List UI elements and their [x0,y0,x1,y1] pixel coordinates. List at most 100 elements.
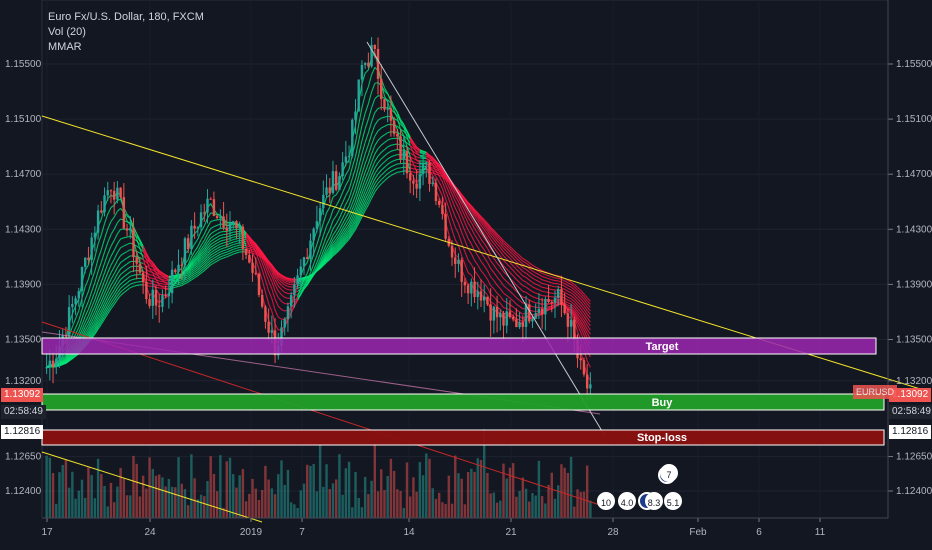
ribbon-segment [255,247,260,251]
ribbon-segment [261,279,266,293]
ribbon-segment [390,149,395,152]
ribbon-segment [110,297,115,303]
event-icon-2[interactable]: 4.0 [618,492,636,510]
volume-bar [193,478,196,518]
x-tick-label: Feb [689,527,707,538]
ribbon-segment [570,310,575,316]
volume-bar [589,500,592,518]
candle-body [547,299,550,302]
ribbon-segment [126,261,131,265]
event-icon-7[interactable]: 7 [660,464,678,482]
ribbon-segment [220,257,224,260]
stop-loss-zone[interactable] [41,429,885,446]
ribbon-segment [509,304,514,308]
ribbon-segment [152,272,157,275]
ribbon-segment [210,252,215,256]
ribbon-segment [493,231,498,237]
ribbon-segment [345,235,350,240]
ribbon-segment [261,254,266,259]
candle-body [80,266,84,292]
ribbon-segment [342,185,347,193]
ribbon-segment [480,233,485,239]
ribbon-segment [332,234,337,240]
ribbon-segment [277,276,282,281]
ribbon-segment [483,221,488,227]
volume-bar [299,490,303,518]
ribbon-segment [480,220,485,225]
ribbon-segment [429,154,434,158]
ribbon-segment [81,321,86,330]
ribbon-segment [541,270,546,273]
ribbon-segment [464,264,469,273]
event-icon-4[interactable]: 8.3 [645,492,663,510]
ribbon-segment [203,245,208,251]
ribbon-segment [377,136,382,141]
ribbon-segment [387,166,392,170]
ribbon-segment [558,286,562,289]
candle-body [531,318,534,322]
event-icon-1[interactable]: 10 [597,492,615,510]
ribbon-segment [467,238,472,245]
candle-body [193,225,196,229]
ribbon-segment [586,324,591,331]
ribbon-segment [71,305,77,315]
ribbon-segment [194,254,199,259]
ribbon-segment [384,163,389,168]
symbol-title[interactable]: Euro Fx/U.S. Dollar, 180, FXCM [48,11,204,23]
price-axis[interactable]: 1.155001.155001.151001.151001.147001.147… [5,0,932,518]
ribbon-segment [107,256,112,265]
volume-bar [550,472,553,518]
ribbon-segment [335,245,340,250]
ribbon-segment [91,310,96,319]
target-zone[interactable] [41,337,877,355]
ribbon-segment [361,185,366,195]
ribbon-segment [175,275,179,278]
volume-bar [190,454,193,518]
ribbon-segment [210,219,215,223]
ribbon-segment [271,272,276,281]
chart-legend: Euro Fx/U.S. Dollar, 180, FXCM Vol (20) … [48,10,204,55]
ribbon-segment [519,260,524,265]
ribbon-segment [191,271,195,275]
ribbon-segment [486,225,492,231]
ribbon-segment [509,251,514,256]
time-axis[interactable]: 17 24 2019 7 14 21 28 Feb 6 11 [41,517,888,538]
ribbon-segment [213,250,218,254]
volume-indicator-label[interactable]: Vol (20) [48,26,86,38]
candle-body [495,306,499,318]
ribbon-segment [94,258,99,272]
ribbon-segment [345,237,350,242]
ribbon-segment [558,283,562,286]
volume-bar [399,490,402,518]
ribbon-segment [245,233,250,238]
ribbon-segment [438,168,443,172]
ribbon-segment [573,303,578,309]
ribbon-segment [438,181,443,189]
ribbon-segment [113,233,118,241]
ribbon-segment [277,272,282,276]
ribbon-segment [277,290,282,296]
ribbon-segment [499,260,504,267]
ribbon-segment [499,288,504,294]
ribbon-segment [335,243,340,249]
ribbon-segment [184,268,189,272]
event-icon-5[interactable]: 5.1 [664,492,682,510]
ribbon-segment [361,179,366,189]
candle-body [119,187,122,198]
ribbon-segment [451,207,456,217]
ribbon-segment [226,242,231,246]
candle-body [90,237,93,260]
ribbon-segment [110,216,115,222]
ribbon-segment [123,244,128,247]
candle-body [251,262,254,273]
volume-bar [437,492,441,518]
ribbon-segment [87,300,93,310]
buy-zone[interactable] [41,393,885,411]
mmar-indicator-label[interactable]: MMAR [48,41,82,53]
ribbon-segment [438,175,443,183]
ribbon-segment [583,316,588,322]
ribbon-segment [361,195,366,204]
ribbon-segment [451,229,456,240]
